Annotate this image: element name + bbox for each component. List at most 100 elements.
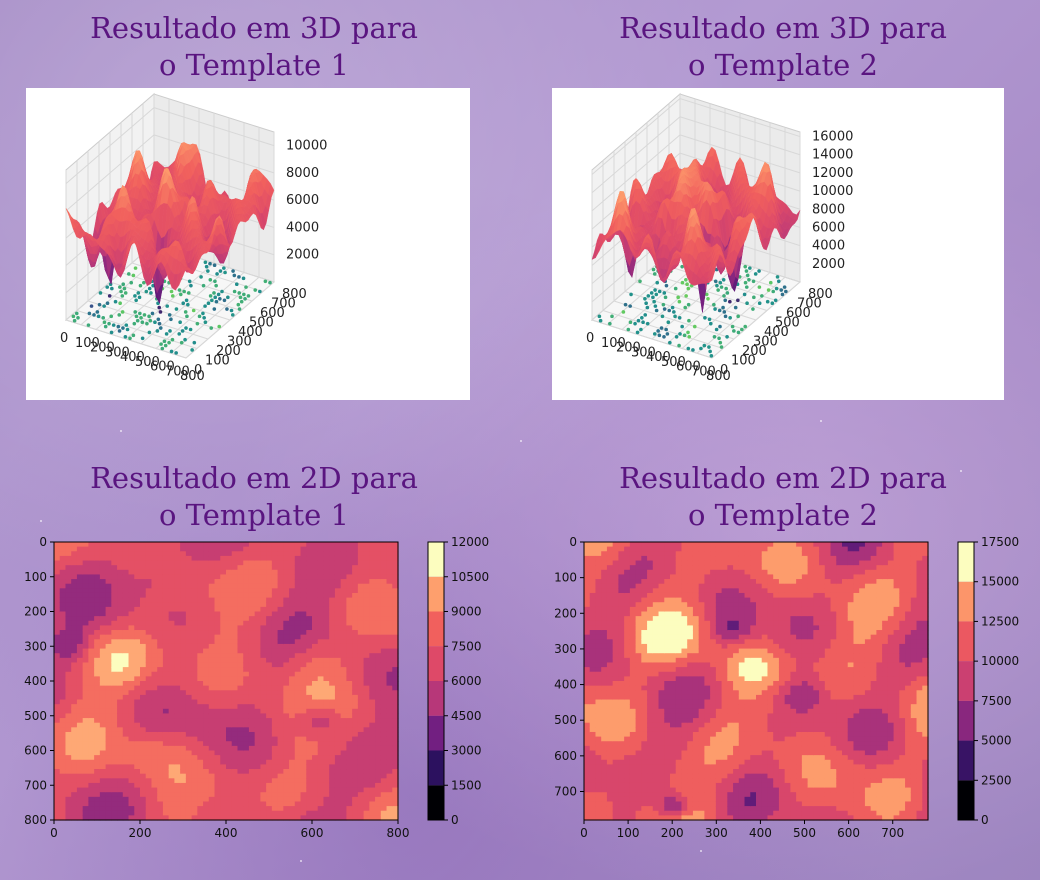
- heatmap-cell: [134, 815, 141, 821]
- contour-point: [682, 333, 687, 338]
- heatmap-cell: [88, 731, 95, 738]
- heatmap-cell: [254, 653, 261, 659]
- heatmap-cell: [191, 815, 198, 821]
- heatmap-cell: [105, 602, 112, 608]
- heatmap-cell: [140, 778, 147, 784]
- heatmap-cell: [94, 597, 101, 603]
- heatmap-cell: [88, 546, 95, 552]
- heatmap-cell: [157, 685, 164, 691]
- heatmap-cell: [94, 588, 101, 594]
- heatmap-cell: [134, 611, 141, 617]
- heatmap-cell: [145, 769, 153, 775]
- heatmap-cell: [157, 671, 164, 677]
- heatmap-cell: [191, 708, 198, 715]
- heatmap-cell: [208, 764, 216, 770]
- heatmap-cell: [214, 694, 221, 701]
- heatmap-cell: [203, 704, 210, 710]
- heatmap-cell: [208, 597, 216, 603]
- heatmap-cell: [248, 662, 256, 668]
- heatmap-cell: [248, 634, 256, 640]
- heatmap-cell: [94, 634, 101, 640]
- heatmap-cell: [220, 671, 227, 677]
- contour-point: [644, 301, 648, 305]
- heatmap-cell: [94, 759, 101, 765]
- heatmap-cell: [94, 708, 101, 715]
- contour-point: [722, 310, 727, 314]
- heatmap-cell: [145, 718, 153, 724]
- heatmap-cell: [185, 574, 193, 580]
- heatmap-cell: [94, 542, 101, 548]
- x-tick-label: 0: [586, 331, 594, 346]
- heatmap-cell: [203, 625, 210, 631]
- heatmap-cell: [180, 606, 187, 613]
- heatmap-cell: [76, 611, 84, 617]
- heatmap-cell: [243, 625, 250, 631]
- heatmap-cell: [185, 787, 193, 793]
- heatmap-cell: [168, 602, 175, 608]
- heatmap-cell: [174, 634, 181, 640]
- heatmap-cell: [157, 699, 164, 705]
- heatmap-cell: [99, 745, 107, 752]
- heatmap-cell: [111, 759, 118, 765]
- heatmap-cell: [54, 569, 61, 576]
- heatmap-cell: [128, 727, 135, 733]
- heatmap-cell: [226, 648, 233, 654]
- heatmap-cell: [82, 588, 89, 594]
- contour-point: [105, 285, 110, 289]
- heatmap-cell: [231, 741, 239, 747]
- heatmap-cell: [145, 606, 153, 613]
- heatmap-cell: [185, 704, 193, 710]
- heatmap-cell: [243, 708, 250, 715]
- heatmap-cell: [71, 815, 78, 821]
- heatmap-cell: [122, 778, 130, 784]
- heatmap-cell: [99, 574, 107, 580]
- contour-point: [125, 327, 130, 332]
- heatmap-cell: [105, 597, 112, 603]
- heatmap-cell: [180, 588, 187, 594]
- heatmap-cell: [208, 787, 216, 793]
- heatmap-cell: [174, 745, 181, 752]
- heatmap-cell: [226, 606, 233, 613]
- heatmap-cell: [162, 810, 170, 816]
- contour-point: [163, 343, 168, 348]
- heatmap-cell: [99, 653, 107, 659]
- heatmap-cell: [191, 690, 198, 696]
- heatmap-cell: [185, 796, 193, 803]
- heatmap-cell: [54, 755, 61, 761]
- heatmap-cell: [76, 606, 84, 613]
- heatmap-cell: [94, 810, 101, 816]
- heatmap-cell: [99, 583, 107, 589]
- heatmap-cell: [59, 787, 67, 793]
- heatmap-cell: [54, 815, 61, 821]
- surface-mesh: [591, 146, 801, 313]
- heatmap-cell: [151, 806, 158, 812]
- heatmap-cell: [151, 694, 158, 701]
- heatmap-cell: [117, 810, 124, 816]
- heatmap-cell: [145, 602, 153, 608]
- heatmap-cell: [65, 551, 72, 557]
- heatmap-cell: [180, 657, 187, 664]
- heatmap-cell: [231, 731, 239, 738]
- heatmap-cell: [59, 555, 67, 562]
- heatmap-cell: [162, 551, 170, 557]
- contour-point: [124, 323, 129, 327]
- heatmap-cell: [65, 555, 72, 562]
- contour-point: [103, 324, 108, 329]
- heatmap-cell: [185, 616, 193, 622]
- heatmap-cell: [145, 546, 153, 552]
- heatmap-cell: [237, 546, 244, 552]
- heatmap-cell: [140, 643, 147, 650]
- heatmap-cell: [237, 611, 244, 617]
- heatmap-cell: [191, 694, 198, 701]
- contour-point: [716, 288, 720, 292]
- heatmap-cell: [208, 796, 216, 803]
- heatmap-cell: [76, 685, 84, 691]
- heatmap-cell: [180, 634, 187, 640]
- heatmap-cell: [208, 755, 216, 761]
- heatmap-cell: [88, 667, 95, 673]
- heatmap-cell: [65, 602, 72, 608]
- contour-point: [214, 283, 218, 288]
- heatmap-cell: [128, 759, 135, 765]
- heatmap-cell: [157, 690, 164, 696]
- heatmap-cell: [191, 648, 198, 654]
